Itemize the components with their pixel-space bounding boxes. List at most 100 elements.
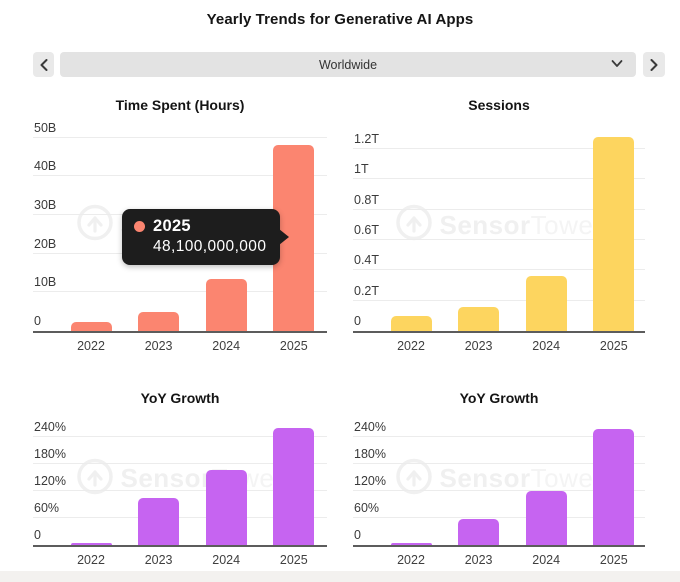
gridline [33, 463, 327, 465]
bar-2022[interactable] [390, 543, 432, 545]
x-axis-label: 2023 [144, 553, 173, 567]
x-axis-label: 2025 [279, 553, 308, 567]
y-tick-label: 180% [34, 447, 66, 462]
bar-2023[interactable] [458, 518, 500, 545]
chart-title: Time Spent (Hours) [115, 97, 245, 113]
x-axis-label: 2024 [212, 339, 241, 353]
chart-title: Sessions [468, 97, 530, 113]
watermark-text: SensorTower [439, 210, 602, 241]
page-title: Yearly Trends for Generative AI Apps [206, 11, 474, 28]
gridline [33, 436, 327, 438]
gridline [33, 517, 327, 519]
y-tick-label: 30B [34, 197, 57, 212]
y-tick-label: 0 [34, 528, 41, 542]
y-tick-label: 240% [354, 420, 386, 435]
x-axis-label: 2023 [144, 339, 173, 353]
sensortower-logo-icon [395, 204, 432, 246]
y-tick-label: 20B [34, 236, 57, 251]
x-axis-label: 2022 [77, 553, 105, 567]
gridline [353, 269, 645, 271]
chart-sessions: Sessions SensorTower 0 0.2T 0.4T 0.6T 0.8T 1T 1.… [353, 90, 645, 353]
plot-area: SensorTower 0 60% 120% 180% 240% 2022 2023 2024 2… [353, 418, 645, 567]
x-axis-label: 2025 [279, 339, 308, 353]
y-tick-label: 60% [354, 501, 380, 516]
next-button[interactable] [643, 52, 665, 77]
gridline [33, 136, 327, 138]
bar-2023[interactable] [458, 306, 500, 331]
gridline [33, 490, 327, 492]
y-tick-label: 120% [34, 474, 66, 489]
chart-title: YoY Growth [459, 390, 539, 406]
chart-title: YoY Growth [140, 390, 220, 406]
y-tick-label: 0.2T [354, 283, 380, 298]
gridline [353, 208, 645, 210]
x-axis-label: 2024 [532, 339, 561, 353]
bar-2025[interactable] [593, 136, 635, 331]
chevron-left-icon [40, 58, 47, 71]
y-tick-label: 0 [354, 314, 361, 328]
sensortower-watermark: SensorTower [76, 458, 283, 500]
sensortower-logo-icon [76, 204, 113, 246]
y-tick-label: 10B [34, 275, 57, 290]
bar-2024[interactable] [525, 276, 567, 331]
bar-2022[interactable] [390, 315, 432, 331]
gridline [33, 291, 327, 293]
watermark-text-bold: Sensor [120, 463, 212, 494]
x-axis-label: 2023 [464, 339, 493, 353]
tooltip-arrow [279, 229, 290, 245]
gridline [353, 436, 645, 438]
gridline [353, 463, 645, 465]
x-axis-label: 2024 [212, 553, 241, 567]
gridline [353, 517, 645, 519]
bar-2024[interactable] [205, 279, 247, 331]
watermark-text-bold: Sensor [439, 463, 531, 494]
prev-button[interactable] [33, 52, 54, 77]
x-axis-label: 2022 [397, 553, 425, 567]
bar-2025[interactable] [273, 428, 315, 545]
sensortower-logo-icon [76, 458, 113, 500]
chart-tooltip: 2025 48,100,000,000 [122, 209, 290, 265]
gridline [33, 175, 327, 177]
y-tick-label: 40B [34, 159, 57, 174]
bar-2023[interactable] [138, 497, 180, 545]
region-dropdown[interactable]: Worldwide [60, 52, 636, 77]
y-tick-label: 1T [354, 162, 369, 177]
bar-2025[interactable] [593, 429, 635, 545]
y-tick-label: 0.4T [354, 253, 380, 268]
gridline [353, 490, 645, 492]
y-tick-label: 0 [354, 528, 361, 542]
bar-2023[interactable] [138, 311, 180, 331]
chart-yoy-growth-time-spent: YoY Growth SensorTower 0 60% 120% 180% 240% 202… [33, 383, 327, 567]
plot-area: SensorTower 0 60% 120% 180% 240% 2022 2023 2024 2… [33, 418, 327, 567]
y-tick-label: 240% [34, 420, 66, 435]
x-axis-label: 2023 [464, 553, 493, 567]
gridline [353, 178, 645, 180]
watermark-text-bold: Sensor [439, 209, 531, 240]
tooltip-series-dot [134, 221, 145, 232]
y-tick-label: 60% [34, 501, 60, 516]
chart-yoy-growth-sessions: YoY Growth SensorTower 0 60% 120% 180% 240% 202… [353, 383, 645, 567]
footer-strip [0, 571, 680, 582]
tooltip-value: 48,100,000,000 [153, 238, 267, 255]
x-axis-label: 2025 [599, 553, 628, 567]
y-tick-label: 180% [354, 447, 386, 462]
bar-2024[interactable] [205, 469, 247, 545]
gridline [353, 147, 645, 149]
sensortower-logo-icon [395, 458, 432, 500]
sensortower-watermark: SensorTower [395, 204, 602, 246]
region-dropdown-value: Worldwide [318, 57, 378, 72]
bar-2022[interactable] [70, 543, 112, 545]
gridline [353, 238, 645, 240]
plot-area: SensorTower 0 0.2T 0.4T 0.6T 0.8T 1T 1.2T 2022 20… [353, 128, 645, 353]
bar-2024[interactable] [525, 490, 567, 545]
bar-2022[interactable] [70, 321, 112, 331]
y-tick-label: 50B [34, 120, 57, 135]
chevron-down-icon [611, 60, 623, 67]
y-tick-label: 1.2T [354, 131, 380, 146]
gridline [353, 299, 645, 301]
chevron-right-icon [650, 58, 658, 71]
y-tick-label: 0 [34, 314, 41, 328]
y-tick-label: 0.6T [354, 222, 380, 237]
x-axis-label: 2022 [77, 339, 105, 353]
